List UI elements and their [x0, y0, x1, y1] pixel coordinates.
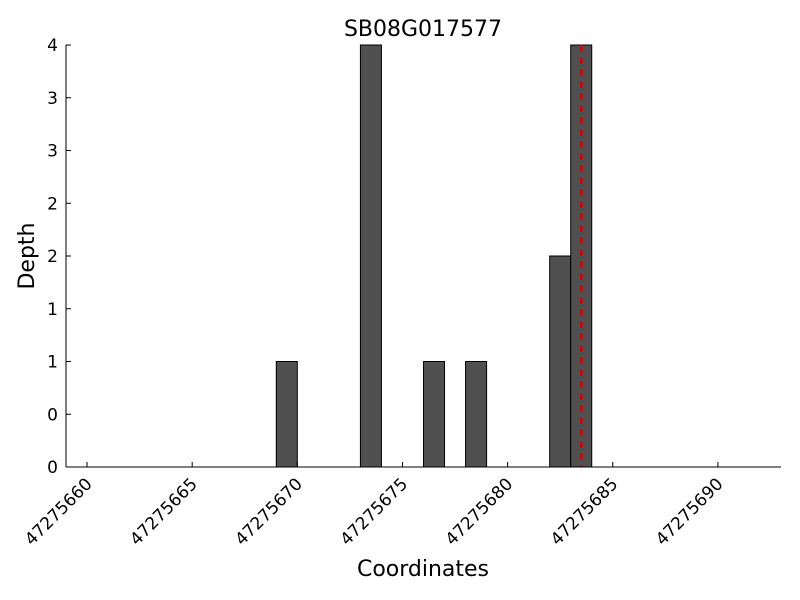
- y-tick-label: 1: [47, 353, 58, 373]
- x-tick-label: 47275665: [126, 474, 201, 549]
- bar: [359, 44, 382, 468]
- bar: [549, 255, 572, 468]
- y-tick-label: 3: [47, 142, 58, 162]
- chart-title: SB08G017577: [344, 17, 502, 42]
- y-tick-label: 3: [47, 89, 58, 109]
- x-tick-label: 47275690: [652, 474, 727, 549]
- y-axis-label: Depth: [15, 222, 40, 289]
- bar: [423, 361, 446, 468]
- x-tick-label: 47275680: [442, 474, 517, 549]
- y-tick-label: 2: [47, 247, 58, 267]
- bar: [275, 361, 298, 468]
- bar: [465, 361, 488, 468]
- x-tick-label: 47275660: [21, 474, 96, 549]
- y-tick-label: 0: [47, 405, 58, 425]
- y-tick-label: 2: [47, 194, 58, 214]
- x-tick-label: 47275685: [547, 474, 622, 549]
- y-tick-label: 4: [47, 36, 58, 56]
- y-tick-label: 1: [47, 300, 58, 320]
- x-axis-label: Coordinates: [357, 557, 489, 582]
- y-tick-label: 0: [47, 458, 58, 478]
- x-tick-label: 47275675: [337, 474, 412, 549]
- x-tick-label: 47275670: [232, 474, 307, 549]
